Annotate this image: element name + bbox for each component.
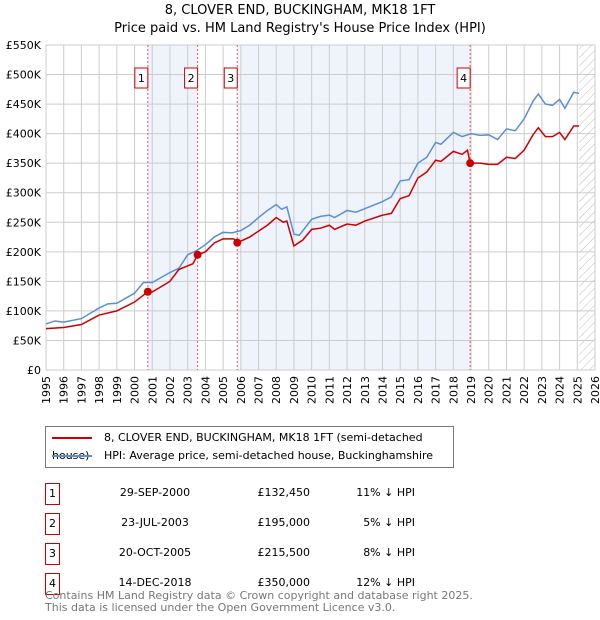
x-tick-label: 2016 xyxy=(412,376,425,404)
sale-marker-number: 3 xyxy=(45,543,60,565)
y-tick-label: £0 xyxy=(27,364,41,377)
x-tick-label: 2017 xyxy=(430,376,443,404)
sale-point xyxy=(143,287,152,296)
x-tick-label: 2000 xyxy=(129,376,142,404)
y-tick-label: £150K xyxy=(6,275,42,288)
legend-item-property: 8, CLOVER END, BUCKINGHAM, MK18 1FT (sem… xyxy=(52,429,453,462)
sale-label-box xyxy=(456,67,471,89)
y-tick-label: £500K xyxy=(6,69,42,82)
y-tick-label: £550K xyxy=(6,39,42,52)
x-tick-label: 2020 xyxy=(483,376,496,404)
legend-swatch xyxy=(52,437,92,439)
x-tick-label: 2014 xyxy=(376,376,389,404)
sale-marker-number: 4 xyxy=(45,573,60,595)
y-tick-label: £50K xyxy=(13,334,42,347)
x-tick-label: 2008 xyxy=(270,376,283,404)
shade-region xyxy=(147,45,198,370)
sale-label-box xyxy=(184,67,199,89)
sale-date: 29-SEP-2000 xyxy=(119,486,191,499)
x-tick-label: 2024 xyxy=(554,376,567,404)
sale-price: £350,000 xyxy=(257,576,311,589)
y-tick-label: £250K xyxy=(6,216,42,229)
sale-price: £132,450 xyxy=(257,486,311,499)
y-tick-label: £350K xyxy=(6,157,42,170)
sale-label-box xyxy=(223,67,238,89)
y-tick-label: £100K xyxy=(6,305,42,318)
x-tick-label: 2026 xyxy=(589,376,600,404)
sale-label: 3 xyxy=(227,72,234,85)
x-tick-label: 2012 xyxy=(341,376,354,404)
x-tick-label: 1998 xyxy=(93,376,106,404)
y-tick-label: £300K xyxy=(6,187,42,200)
x-tick-label: 2021 xyxy=(500,376,513,404)
x-tick-label: 2003 xyxy=(182,376,195,404)
sale-date: 14-DEC-2018 xyxy=(118,576,192,589)
sale-point xyxy=(466,159,475,168)
sale-hpi-diff: 11% ↓ HPI xyxy=(356,486,415,499)
legend-label: HPI: Average price, semi-detached house,… xyxy=(104,449,434,462)
x-tick-label: 2025 xyxy=(571,376,584,404)
legend: 8, CLOVER END, BUCKINGHAM, MK18 1FT (sem… xyxy=(45,426,454,468)
sale-price: £195,000 xyxy=(257,516,311,529)
y-tick-label: £400K xyxy=(6,128,42,141)
footer: Contains HM Land Registry data © Crown c… xyxy=(45,590,473,614)
y-tick-label: £450K xyxy=(6,98,42,111)
sale-label: 1 xyxy=(138,72,145,85)
sale-marker-number: 2 xyxy=(45,513,60,535)
chart-title: 8, CLOVER END, BUCKINGHAM, MK18 1FT Price… xyxy=(0,2,600,38)
x-tick-label: 1995 xyxy=(40,376,53,404)
subtitle: Price paid vs. HM Land Registry's House … xyxy=(114,21,486,36)
x-tick-label: 2022 xyxy=(518,376,531,404)
sale-price: £215,500 xyxy=(257,546,311,559)
hpi-line xyxy=(45,91,580,325)
title: 8, CLOVER END, BUCKINGHAM, MK18 1FT xyxy=(164,3,436,18)
sale-hpi-diff: 8% ↓ HPI xyxy=(363,546,415,559)
sale-hpi-diff: 5% ↓ HPI xyxy=(363,516,415,529)
property-line xyxy=(45,125,580,330)
x-tick-label: 2001 xyxy=(146,376,159,404)
x-tick-label: 2009 xyxy=(288,376,301,404)
x-tick-label: 1999 xyxy=(111,376,124,404)
plot-frame xyxy=(45,44,596,371)
x-tick-label: 2006 xyxy=(235,376,248,404)
x-tick-label: 2005 xyxy=(217,376,230,404)
sale-label: 4 xyxy=(460,72,467,85)
sale-point xyxy=(233,238,242,247)
sale-date: 20-OCT-2005 xyxy=(118,546,192,559)
sale-label-box xyxy=(134,67,149,89)
y-tick-label: £200K xyxy=(6,246,42,259)
x-tick-label: 2010 xyxy=(306,376,319,404)
footer-line2: This data is licensed under the Open Gov… xyxy=(45,601,396,614)
x-tick-label: 2002 xyxy=(164,376,177,404)
sale-marker-number: 1 xyxy=(45,483,60,505)
sale-label: 2 xyxy=(188,72,195,85)
x-tick-label: 1996 xyxy=(58,376,71,404)
sale-hpi-diff: 12% ↓ HPI xyxy=(356,576,415,589)
legend-swatch xyxy=(52,455,92,457)
footer-line1: Contains HM Land Registry data © Crown c… xyxy=(45,589,473,602)
x-tick-label: 2019 xyxy=(465,376,478,404)
sale-point xyxy=(193,250,202,259)
x-tick-label: 2011 xyxy=(323,376,336,404)
x-tick-label: 2013 xyxy=(359,376,372,404)
x-tick-label: 1997 xyxy=(75,376,88,404)
x-tick-label: 2015 xyxy=(394,376,407,404)
price-chart: 1995 1996 1997 1998 1999 2000 2001 2002 2003 2004… xyxy=(6,39,600,404)
x-tick-label: 2023 xyxy=(536,376,549,404)
x-tick-label: 2007 xyxy=(253,376,266,404)
legend-item-hpi: HPI: Average price, semi-detached house,… xyxy=(52,447,433,465)
legend-label: 8, CLOVER END, BUCKINGHAM, MK18 1FT (sem… xyxy=(52,431,423,462)
future-hatch xyxy=(579,45,595,370)
sale-date: 23-JUL-2003 xyxy=(121,516,189,529)
x-tick-label: 2018 xyxy=(447,376,460,404)
x-tick-label: 2004 xyxy=(199,376,212,404)
